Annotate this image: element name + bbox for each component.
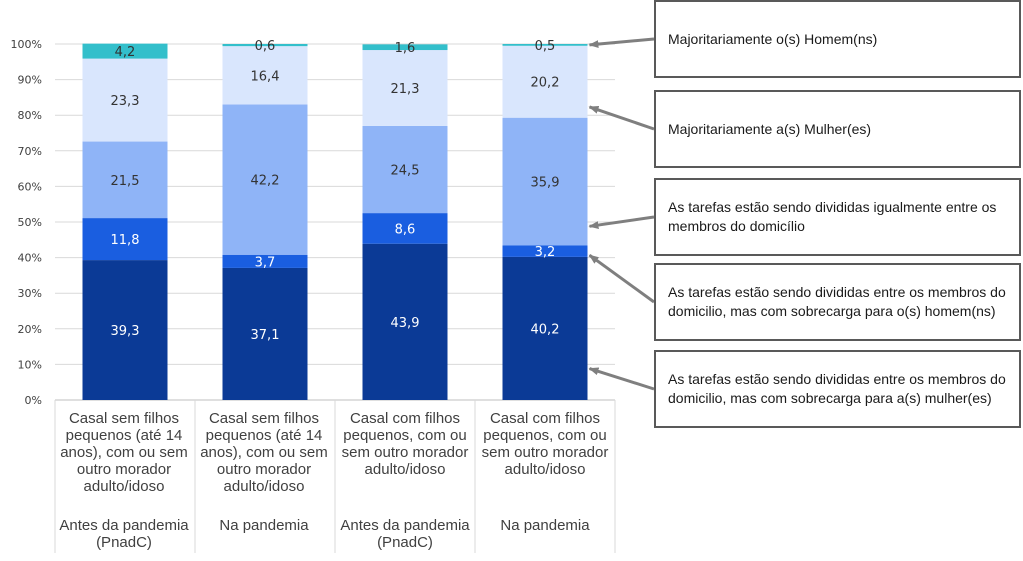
y-tick-label: 40% bbox=[18, 252, 42, 265]
bar-segment bbox=[502, 45, 588, 118]
category-separators bbox=[54, 400, 616, 553]
group-label: Na pandemia bbox=[219, 517, 309, 534]
data-label: 24,5 bbox=[391, 163, 420, 178]
bar-segment bbox=[502, 44, 588, 46]
legend-text: Majoritariamente o(s) Homem(ns) bbox=[668, 30, 878, 47]
group-label: Antes da pandemia (PnadC) bbox=[340, 517, 470, 551]
bar-segment bbox=[502, 245, 588, 257]
bar-segment bbox=[362, 125, 448, 214]
legend-text: As tarefas estão sendo divididas entre o… bbox=[668, 284, 1006, 319]
data-label: 42,2 bbox=[251, 174, 280, 189]
data-label: 43,9 bbox=[391, 316, 420, 331]
data-label: 4,2 bbox=[115, 45, 136, 60]
data-label: 35,9 bbox=[531, 176, 560, 191]
category-label: Casal sem filhos pequenos (até 14 anos), c… bbox=[200, 410, 328, 495]
bar-segment bbox=[362, 44, 448, 51]
data-label: 20,2 bbox=[531, 76, 560, 91]
bar-segment bbox=[222, 267, 308, 400]
legend-item-homem: Majoritariamente o(s) Homem(ns) bbox=[654, 0, 1021, 78]
legend-arrow bbox=[588, 253, 655, 304]
data-label: 16,4 bbox=[251, 69, 280, 84]
data-label: 39,3 bbox=[111, 324, 140, 339]
bar-segment bbox=[222, 104, 308, 255]
legend-item-sobrecarga-mulher: As tarefas estão sendo divididas entre o… bbox=[654, 350, 1021, 428]
bar-segment bbox=[82, 218, 168, 261]
y-tick-label: 100% bbox=[11, 38, 42, 51]
data-label: 0,6 bbox=[255, 39, 276, 54]
legend-item-mulher: Majoritariamente a(s) Mulher(es) bbox=[654, 90, 1021, 168]
data-label: 0,5 bbox=[535, 39, 556, 54]
bar-segment bbox=[82, 43, 168, 59]
legend-text: Majoritariamente a(s) Mulher(es) bbox=[668, 120, 872, 137]
y-tick-label: 30% bbox=[18, 287, 42, 300]
bar-segment bbox=[82, 58, 168, 142]
bar-segment bbox=[82, 141, 168, 219]
category-label: Casal sem filhos pequenos (até 14 anos), c… bbox=[60, 410, 188, 495]
y-tick-label: 80% bbox=[18, 109, 42, 122]
legend-arrows bbox=[588, 37, 655, 391]
data-label: 1,6 bbox=[395, 41, 416, 56]
category-label: Casal com filhos pequenos, com ou sem outr… bbox=[341, 410, 469, 478]
bar-segment bbox=[502, 117, 588, 246]
data-label: 37,1 bbox=[251, 328, 280, 343]
legend-arrow bbox=[588, 367, 655, 391]
legend-item-sobrecarga-homem: As tarefas estão sendo divididas entre o… bbox=[654, 263, 1021, 341]
data-label: 40,2 bbox=[531, 322, 560, 337]
data-label: 21,3 bbox=[391, 82, 420, 97]
bar-segment bbox=[222, 44, 308, 47]
data-label: 3,7 bbox=[255, 255, 276, 270]
bar-segment bbox=[222, 254, 308, 268]
bar-segment bbox=[82, 260, 168, 400]
bar-segment bbox=[502, 256, 588, 400]
bar-segment bbox=[362, 243, 448, 400]
legend-arrow bbox=[588, 37, 655, 49]
bars bbox=[82, 43, 588, 400]
data-label: 11,8 bbox=[111, 233, 140, 248]
y-tick-label: 90% bbox=[18, 74, 42, 87]
group-label: Na pandemia bbox=[500, 517, 590, 534]
data-label: 23,3 bbox=[111, 94, 140, 109]
y-tick-label: 20% bbox=[18, 323, 42, 336]
y-axis-ticks: 0% 10% 20% 30% 40% 50% 60% 70% 80% 90% 100% bbox=[11, 38, 42, 407]
category-label: Casal com filhos pequenos, com ou sem outr… bbox=[481, 410, 609, 478]
data-label: 3,2 bbox=[535, 245, 556, 260]
legend-arrow bbox=[588, 215, 655, 229]
group-label: Antes da pandemia (PnadC) bbox=[59, 517, 189, 551]
data-label: 21,5 bbox=[111, 174, 140, 189]
y-tick-label: 50% bbox=[18, 216, 42, 229]
y-tick-label: 0% bbox=[25, 394, 42, 407]
data-label: 8,6 bbox=[395, 222, 416, 237]
y-tick-label: 70% bbox=[18, 145, 42, 158]
legend-item-igualmente: As tarefas estão sendo divididas igualme… bbox=[654, 178, 1021, 256]
legend-arrow bbox=[588, 105, 655, 131]
legend-text: As tarefas estão sendo divididas entre o… bbox=[668, 371, 1006, 406]
y-tick-label: 60% bbox=[18, 180, 42, 193]
bar-segment bbox=[362, 50, 448, 126]
bar-segment bbox=[362, 213, 448, 244]
bar-segment bbox=[222, 46, 308, 105]
y-tick-label: 10% bbox=[18, 358, 42, 371]
segment-labels: 39,3 11,8 21,5 23,3 4,2 37,1 3,7 42,2 16,4 0,6 43,… bbox=[111, 39, 560, 343]
legend-text: As tarefas estão sendo divididas igualme… bbox=[668, 199, 997, 234]
